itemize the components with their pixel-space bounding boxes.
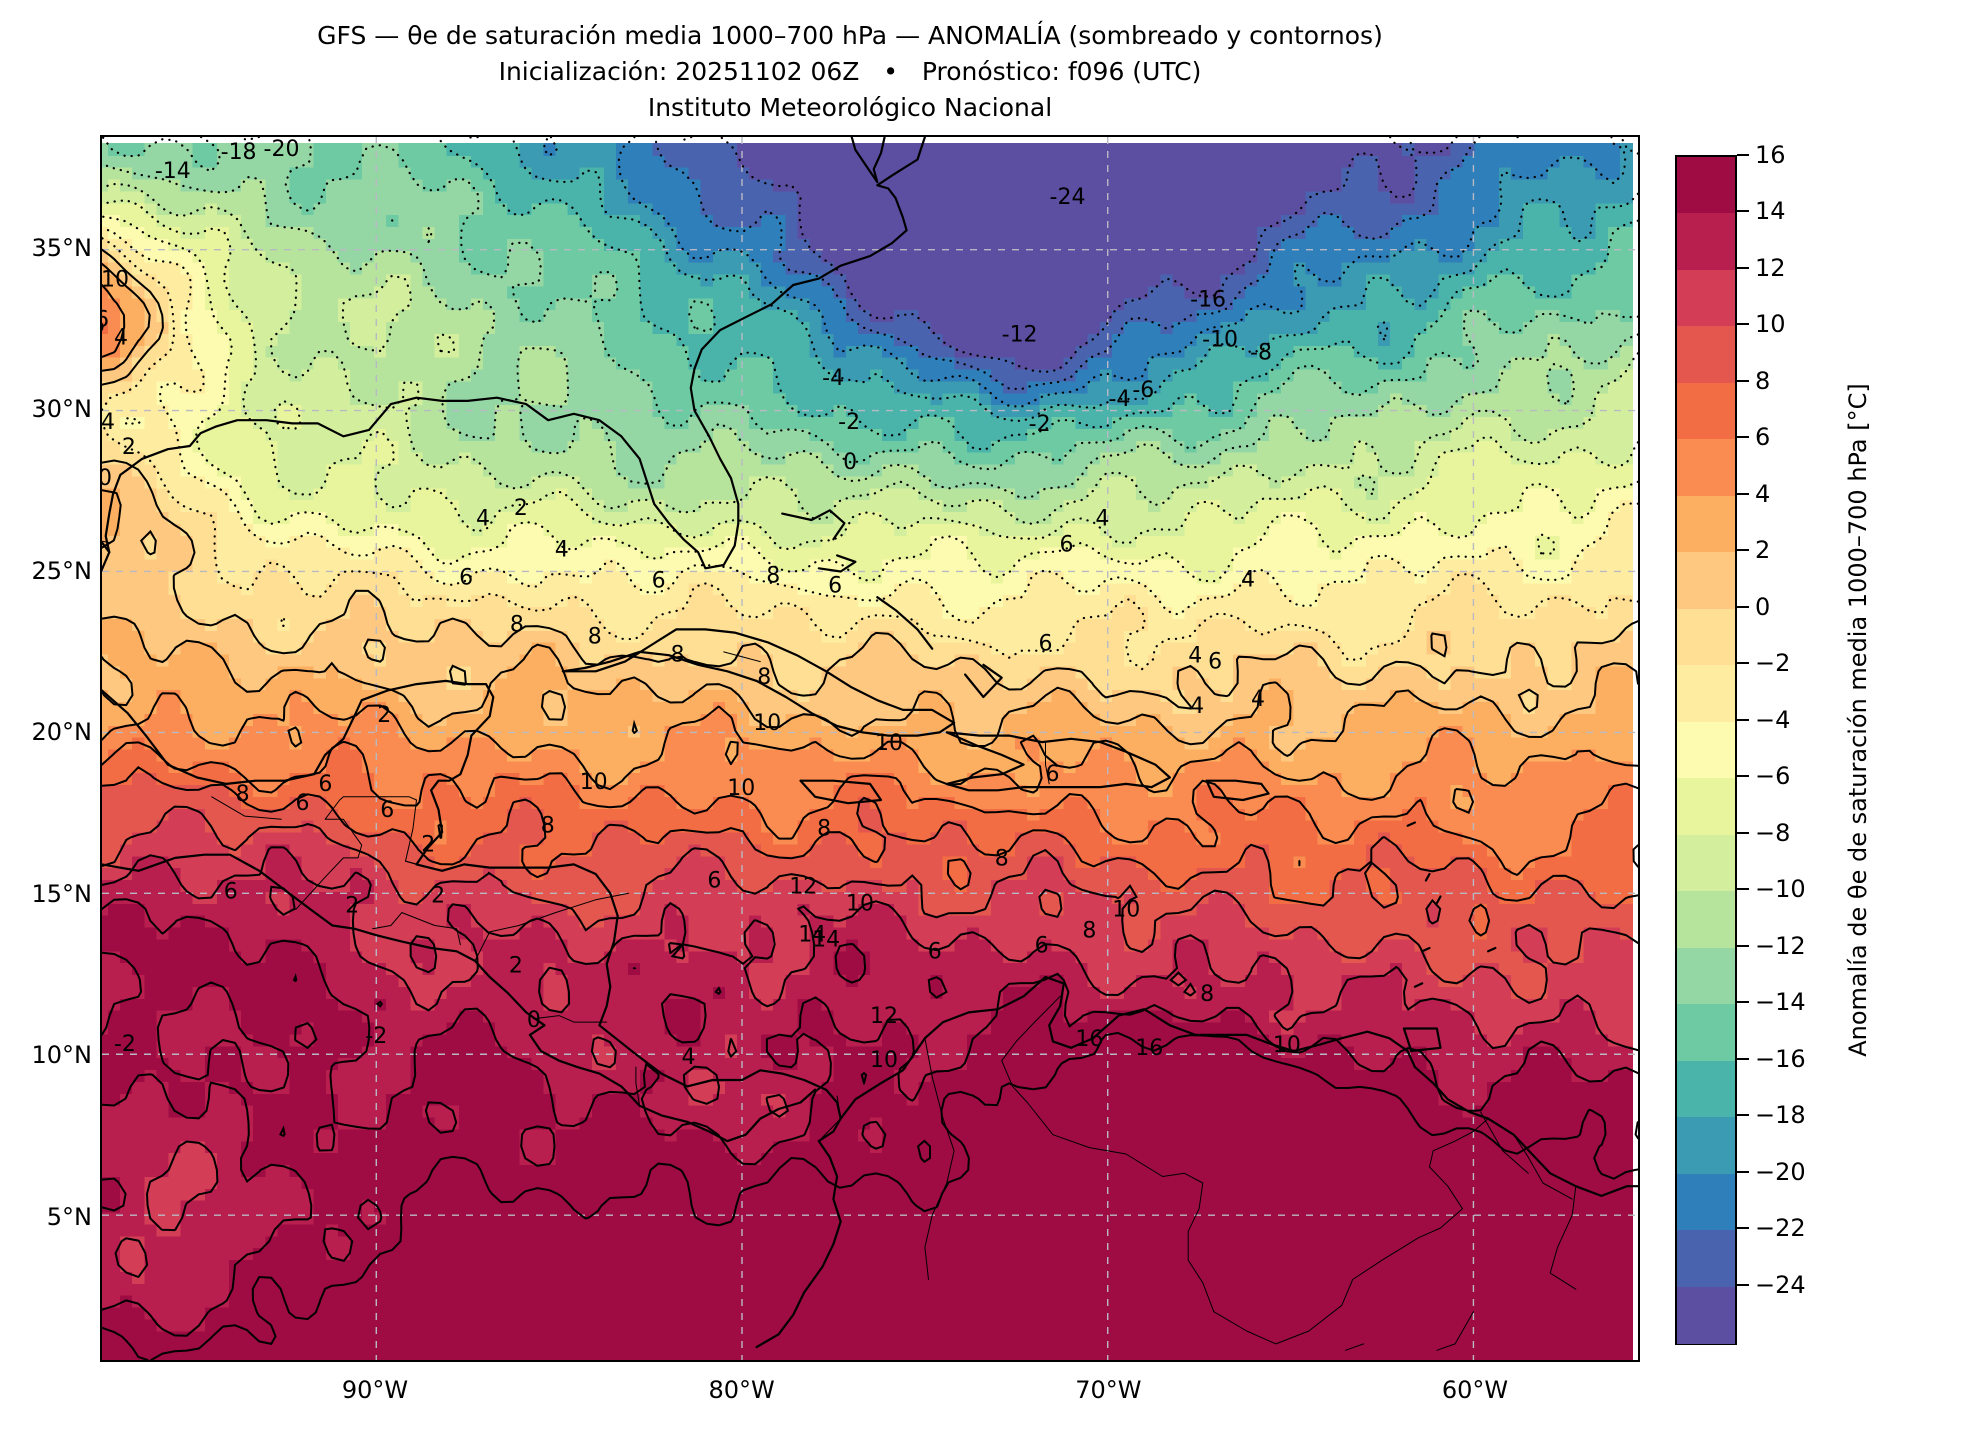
colorbar-tick bbox=[1737, 154, 1749, 156]
latitude-tick-label: 10°N bbox=[31, 1041, 93, 1070]
colorbar-band bbox=[1677, 1230, 1735, 1288]
colorbar-tick bbox=[1737, 775, 1749, 778]
colorbar-tick-label: −16 bbox=[1755, 1044, 1806, 1073]
colorbar-band bbox=[1677, 947, 1735, 1005]
colorbar-band bbox=[1677, 439, 1735, 497]
shading-layer bbox=[102, 142, 1633, 1360]
colorbar-tick bbox=[1737, 718, 1749, 721]
figure-title-block: GFS — θe de saturación media 1000–700 hP… bbox=[0, 18, 1700, 126]
colorbar-band bbox=[1677, 778, 1735, 836]
figure-subtitle: Inicialización: 20251102 06Z • Pronóstic… bbox=[498, 57, 1202, 86]
colorbar-band bbox=[1677, 382, 1735, 440]
colorbar-band bbox=[1677, 891, 1735, 949]
contour-layer bbox=[102, 137, 1638, 1360]
colorbar-tick-label: −22 bbox=[1755, 1214, 1806, 1243]
colorbar-tick bbox=[1737, 888, 1749, 891]
latitude-axis: 5°N 10°N 15°N 20°N 25°N 30°N 35°N bbox=[0, 135, 93, 1362]
colorbar-tick bbox=[1737, 266, 1749, 269]
colorbar-tick bbox=[1737, 323, 1749, 326]
colorbar-tick-label: 10 bbox=[1755, 310, 1786, 339]
colorbar-tick-label: −10 bbox=[1755, 875, 1806, 904]
colorbar-tick-label: −14 bbox=[1755, 988, 1806, 1017]
colorbar-tick bbox=[1737, 549, 1749, 552]
longitude-tick-label: 90°W bbox=[341, 1376, 409, 1404]
colorbar-tick-label: −2 bbox=[1755, 649, 1791, 678]
colorbar-band bbox=[1677, 721, 1735, 779]
colorbar-band bbox=[1677, 157, 1735, 215]
colorbar-tick bbox=[1737, 1227, 1749, 1230]
colorbar-ticks: 16 14 12 10 8 6 4 2 0 −2 −4 −6 −8 −10 −12 −14 −16 −18 −20 −… bbox=[1737, 141, 1857, 1345]
colorbar-band bbox=[1677, 1004, 1735, 1062]
colorbar-tick-label: −18 bbox=[1755, 1101, 1806, 1130]
colorbar-tick bbox=[1737, 1001, 1749, 1004]
colorbar-tick bbox=[1737, 210, 1749, 213]
figure-attribution: Instituto Meteorológico Nacional bbox=[647, 93, 1053, 122]
colorbar-tick-label: −20 bbox=[1755, 1157, 1806, 1186]
map-plot-area: -18-20-14-24-16-12-10-8-6-4-4-2-21064420… bbox=[100, 135, 1640, 1362]
colorbar-tick-label: −8 bbox=[1755, 818, 1791, 847]
colorbar-band bbox=[1677, 665, 1735, 723]
colorbar-tick bbox=[1737, 1057, 1749, 1060]
colorbar-tick-label: 0 bbox=[1755, 592, 1771, 621]
longitude-axis: 90°W 80°W 70°W 60°W bbox=[100, 1362, 1640, 1422]
colorbar-band bbox=[1677, 1286, 1735, 1344]
colorbar-band bbox=[1677, 552, 1735, 610]
colorbar-title: Anomalía de θe de saturación media 1000–… bbox=[1838, 0, 1878, 1440]
colorbar-tick-label: 12 bbox=[1755, 253, 1786, 282]
colorbar-tick-label: −6 bbox=[1755, 762, 1791, 791]
colorbar-tick-label: 16 bbox=[1755, 141, 1786, 169]
gridlines-layer bbox=[102, 137, 1638, 1360]
colorbar-tick-label: 8 bbox=[1755, 366, 1771, 395]
colorbar-tick bbox=[1737, 944, 1749, 947]
colorbar-tick-label: −24 bbox=[1755, 1270, 1806, 1299]
map-contour-svg: -18-20-14-24-16-12-10-8-6-4-4-2-21064420… bbox=[102, 137, 1638, 1360]
colorbar-tick bbox=[1737, 605, 1749, 608]
colorbar-band bbox=[1677, 608, 1735, 666]
latitude-tick-label: 5°N bbox=[46, 1202, 92, 1231]
colorbar-tick-label: −4 bbox=[1755, 705, 1791, 734]
colorbar-tick-label: 2 bbox=[1755, 536, 1771, 565]
colorbar-band bbox=[1677, 1060, 1735, 1118]
colorbar-band bbox=[1677, 1117, 1735, 1175]
colorbar-tick bbox=[1737, 436, 1749, 439]
colorbar-band bbox=[1677, 269, 1735, 327]
latitude-tick-label: 20°N bbox=[31, 718, 93, 747]
colorbar-tick-label: −12 bbox=[1755, 931, 1806, 960]
colorbar-band bbox=[1677, 495, 1735, 553]
longitude-tick-label: 80°W bbox=[708, 1376, 775, 1404]
coastline-layer bbox=[102, 137, 1638, 1351]
colorbar-tick-label: 4 bbox=[1755, 479, 1771, 508]
longitude-tick-label: 70°W bbox=[1075, 1376, 1142, 1404]
latitude-tick-label: 15°N bbox=[31, 879, 93, 908]
colorbar-tick bbox=[1737, 379, 1749, 382]
colorbar-tick-label: 14 bbox=[1755, 197, 1786, 226]
colorbar-band bbox=[1677, 326, 1735, 384]
colorbar-band bbox=[1677, 213, 1735, 271]
latitude-tick-label: 25°N bbox=[31, 556, 93, 585]
page-title: GFS — θe de saturación media 1000–700 hP… bbox=[317, 21, 1383, 50]
colorbar-tick bbox=[1737, 1283, 1749, 1286]
colorbar-tick bbox=[1737, 492, 1749, 495]
latitude-tick-label: 35°N bbox=[31, 234, 93, 262]
colorbar bbox=[1675, 155, 1737, 1345]
colorbar-tick bbox=[1737, 1170, 1749, 1173]
colorbar-band bbox=[1677, 1173, 1735, 1231]
colorbar-tick-label: 6 bbox=[1755, 423, 1771, 452]
colorbar-title-label: Anomalía de θe de saturación media 1000–… bbox=[1844, 383, 1872, 1057]
colorbar-tick bbox=[1737, 1114, 1749, 1117]
colorbar-tick bbox=[1737, 662, 1749, 665]
colorbar-tick bbox=[1737, 831, 1749, 834]
contour-labels-layer: -18-20-14-24-16-12-10-8-6-4-4-2-21064420… bbox=[102, 137, 1301, 1073]
longitude-tick-label: 60°W bbox=[1441, 1376, 1509, 1404]
colorbar-band bbox=[1677, 834, 1735, 892]
latitude-tick-label: 30°N bbox=[31, 395, 93, 424]
